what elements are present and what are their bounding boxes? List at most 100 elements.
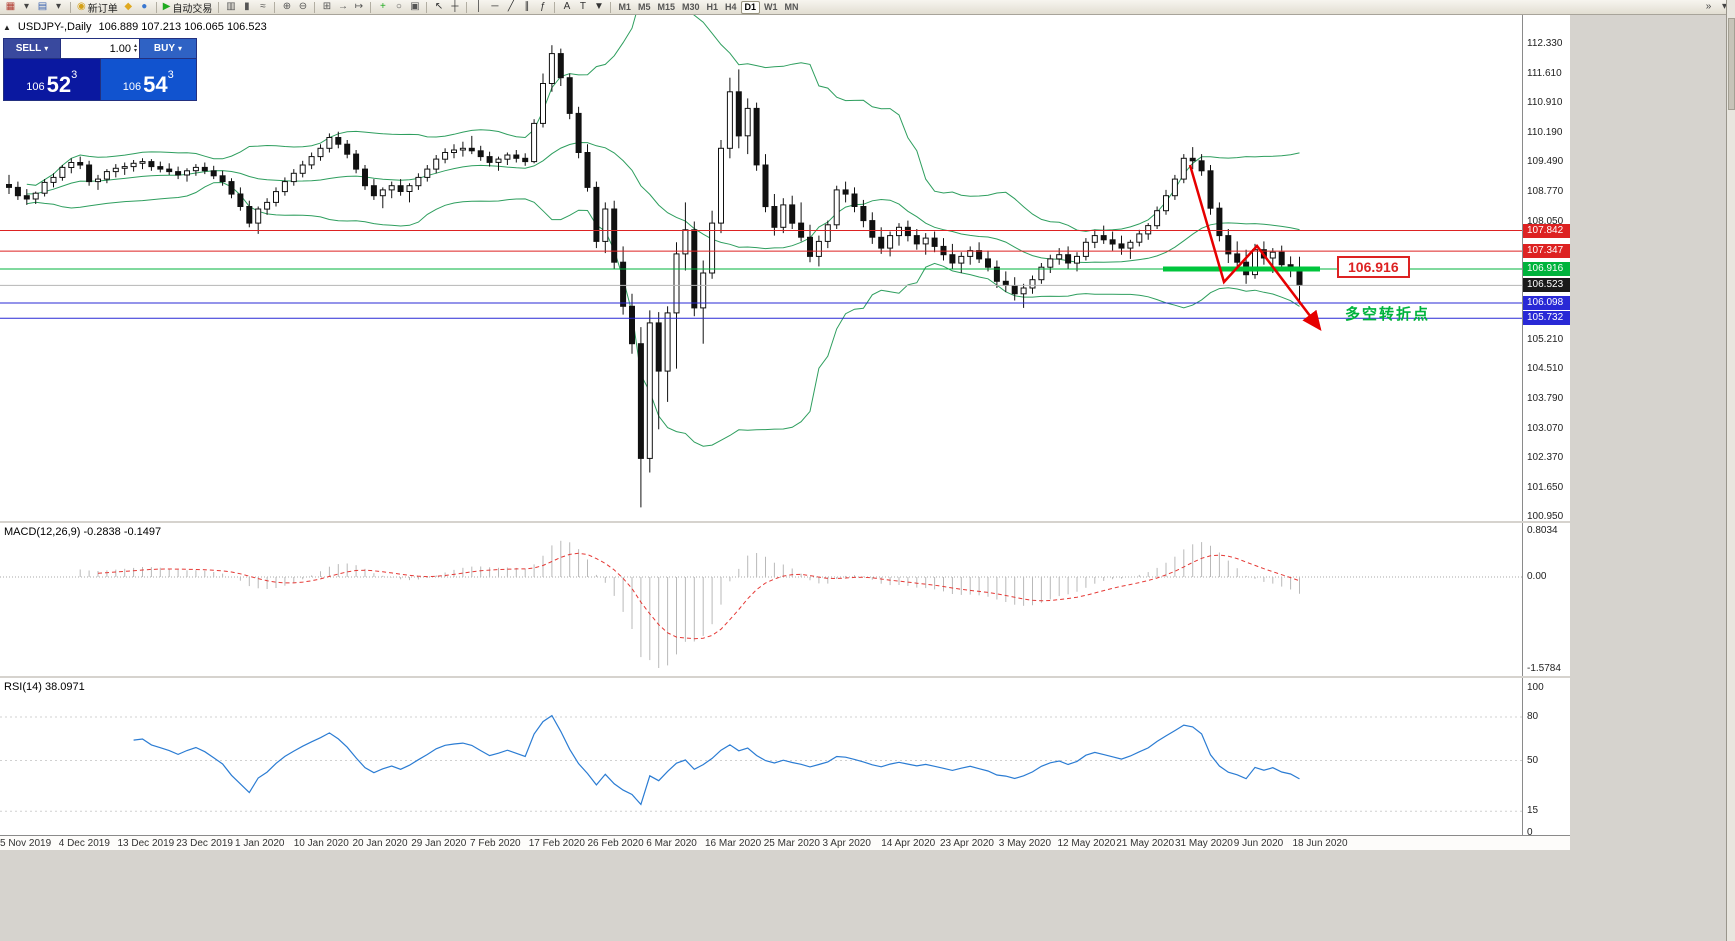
buy-dropdown-button[interactable]: BUY ▾ [140, 39, 196, 58]
timeframe-mn[interactable]: MN [784, 2, 799, 12]
tile-windows-icon[interactable]: ⊞ [319, 1, 334, 14]
date-label: 1 Jan 2020 [235, 838, 285, 849]
profiles-dropdown-icon: ▾ [55, 1, 62, 12]
candle-body [6, 184, 12, 188]
rsi-scale[interactable]: 100 80 50 15 0 [1522, 678, 1570, 838]
candlestick-chart-icon[interactable]: ▮ [239, 1, 254, 14]
cursor-icon[interactable]: ↖ [431, 1, 446, 14]
candle-body [112, 167, 119, 173]
indicators-icon[interactable]: + [375, 1, 390, 14]
zoom-out-icon: ⊖ [298, 1, 308, 12]
candle-body [548, 53, 555, 84]
candle-body [1269, 251, 1276, 259]
candle-body [317, 147, 324, 158]
candle-body [192, 166, 199, 172]
price-flag: 107.347 [1523, 244, 1570, 259]
candle-body [1207, 170, 1214, 209]
scrollbar-thumb[interactable] [1728, 18, 1735, 110]
horizontal-line-icon[interactable]: ─ [487, 1, 502, 14]
toolbar-more-icon[interactable]: » [1701, 1, 1716, 14]
chevron-down-icon: ▾ [178, 44, 183, 53]
candle-body [602, 208, 609, 242]
candle-body [264, 201, 271, 210]
profiles-icon[interactable]: ▤ [35, 1, 50, 14]
timeframe-m15[interactable]: M15 [657, 2, 675, 12]
auto-scroll-icon[interactable]: → [335, 1, 350, 14]
new-chart-icon[interactable]: ▦ [3, 1, 18, 14]
trend-arrow[interactable] [1188, 164, 1322, 331]
periods-icon[interactable]: ○ [391, 1, 406, 14]
candle-body [451, 149, 457, 153]
sell-label: SELL [15, 43, 42, 54]
candle-body [1136, 233, 1143, 243]
macd-scale[interactable]: 0.8034 0.00 -1.5784 [1522, 523, 1570, 676]
rsi-panel[interactable]: RSI(14) 38.0971 [0, 678, 1522, 835]
zoom-in-icon: ⊕ [282, 1, 292, 12]
chart-dropdown-icon[interactable]: ▾ [19, 1, 34, 14]
line-chart-icon[interactable]: ≈ [255, 1, 270, 14]
price-chart-panel[interactable]: ▲ USDJPY-,Daily 106.889 107.213 106.065 … [0, 15, 1522, 521]
bar-chart-icon[interactable]: ▥ [223, 1, 238, 14]
text-label-icon[interactable]: T [575, 1, 590, 14]
candle-body [1118, 243, 1125, 249]
time-axis[interactable]: 5 Nov 2019 4 Dec 2019 13 Dec 2019 23 Dec 20… [0, 835, 1570, 850]
buy-price-button[interactable]: 106 54 3 [100, 59, 196, 100]
vertical-line-icon: │ [475, 1, 483, 12]
arrows-icon[interactable]: ▼ [591, 1, 606, 14]
news-icon[interactable]: ● [137, 1, 152, 14]
rsi-tick: 50 [1527, 754, 1539, 766]
price-chart[interactable] [0, 15, 1522, 521]
vertical-scrollbar[interactable] [1726, 0, 1735, 941]
spin-down-icon[interactable]: ▾ [133, 47, 137, 54]
candle-body [130, 162, 137, 168]
one-click-collapse-icon[interactable]: ▲ [3, 22, 11, 32]
timeframe-w1[interactable]: W1 [764, 2, 778, 12]
candle-body [700, 272, 707, 309]
templates-icon[interactable]: ▣ [407, 1, 422, 14]
volume-input[interactable]: 1.00 ▴ ▾ [61, 39, 139, 58]
fibonacci-icon[interactable]: ƒ [535, 1, 550, 14]
timeframe-m5[interactable]: M5 [637, 2, 651, 12]
candle-body [664, 312, 671, 372]
candle-body [611, 208, 618, 263]
candle-body [166, 168, 173, 173]
price-scale[interactable]: 112.330 111.610 110.910 110.190 109.490 108.7… [1522, 15, 1570, 522]
timeframe-h1[interactable]: H1 [706, 2, 719, 12]
new-order-button[interactable]: ◉ 新订单 [75, 1, 120, 15]
macd-panel[interactable]: MACD(12,26,9) -0.2838 -0.1497 [0, 523, 1522, 676]
trendline-icon[interactable]: ╱ [503, 1, 518, 14]
date-label: 7 Feb 2020 [470, 838, 521, 849]
autotrade-button[interactable]: ▶ 自动交易 [161, 1, 215, 15]
turning-point-note[interactable]: 多空转折点 [1345, 306, 1431, 323]
bollinger-band-line [26, 15, 1300, 232]
text-label-icon: T [579, 1, 586, 12]
zoom-in-icon[interactable]: ⊕ [279, 1, 294, 14]
timeframe-m30[interactable]: M30 [681, 2, 700, 12]
volume-spinner[interactable]: ▴ ▾ [133, 42, 137, 54]
sell-price-button[interactable]: 106 52 3 [4, 59, 100, 100]
volume-value: 1.00 [109, 42, 131, 55]
timeframe-m1[interactable]: M1 [618, 2, 631, 12]
profiles-dropdown-icon[interactable]: ▾ [51, 1, 66, 14]
candle-body [958, 255, 965, 264]
spin-up-icon[interactable]: ▴ [133, 42, 137, 49]
candle-body [1216, 207, 1223, 237]
candle-body [486, 156, 493, 163]
timeframe-d1[interactable]: D1 [740, 0, 761, 14]
sell-dropdown-button[interactable]: SELL ▾ [4, 39, 60, 58]
rsi-chart[interactable] [0, 678, 1522, 835]
candle-body [255, 208, 262, 224]
timeframe-h4[interactable]: H4 [725, 2, 737, 12]
metaeditor-icon[interactable]: ◆ [121, 1, 136, 14]
price-annotation-box[interactable]: 106.916 [1337, 256, 1410, 278]
text-icon[interactable]: A [559, 1, 574, 14]
macd-chart[interactable] [0, 523, 1522, 676]
zoom-out-icon[interactable]: ⊖ [295, 1, 310, 14]
price-tick: 103.070 [1527, 422, 1564, 434]
vertical-line-icon[interactable]: │ [471, 1, 486, 14]
channel-icon[interactable]: ∥ [519, 1, 534, 14]
toolbar-pin-icon[interactable]: ▾ [1717, 1, 1732, 14]
chart-shift-icon[interactable]: ↦ [351, 1, 366, 14]
crosshair-icon[interactable]: ┼ [447, 1, 462, 14]
date-label: 12 May 2020 [1057, 838, 1116, 849]
